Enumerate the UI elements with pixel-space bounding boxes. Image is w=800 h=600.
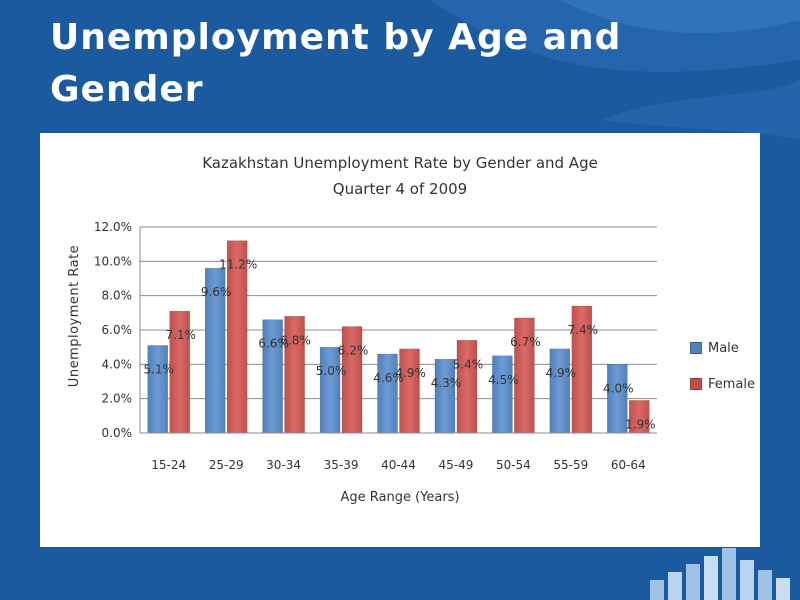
slide-title-line-2: Gender [50,69,204,110]
x-tick-label: 45-49 [439,458,474,472]
legend-label-female: Female [708,376,756,392]
legend: Male Female [690,339,755,411]
chart-title: Kazakhstan Unemployment Rate by Gender a… [202,154,598,172]
y-tick-label: 8.0% [102,289,133,303]
legend-swatch-male [690,342,702,354]
bar-female-40-44 [399,348,420,434]
data-label-male: 4.5% [488,373,519,387]
x-tick-label: 60-64 [611,458,646,472]
data-label-female: 1.9% [625,417,656,431]
bar-male-15-24 [147,345,168,434]
x-tick-label: 35-39 [324,458,359,472]
y-tick-label: 6.0% [102,323,133,337]
data-label-female: 6.2% [338,344,369,358]
legend-item-female: Female [690,375,755,393]
bar-female-35-39 [341,326,363,434]
bar-male-55-59 [549,348,571,434]
data-label-male: 4.3% [431,376,462,390]
y-tick-label: 12.0% [94,220,132,234]
x-tick-label: 25-29 [209,458,244,472]
x-tick-label: 40-44 [381,458,416,472]
legend-swatch-female [690,378,702,390]
slide-title: Unemployment by Age and Gender [50,12,670,116]
bar-chart: 0.0% 2.0% 4.0% 6.0% 8.0% 10.0% 12.0% 5.1% 7.1% 15… [94,220,657,472]
chart-panel: Kazakhstan Unemployment Rate by Gender a… [40,133,760,547]
bar-male-35-39 [319,346,341,434]
y-tick-label: 4.0% [102,357,133,371]
chart-subtitle: Quarter 4 of 2009 [332,180,468,198]
data-label-female: 6.8% [280,333,311,347]
y-tick-label: 2.0% [102,392,133,406]
data-label-male: 9.6% [201,285,232,299]
data-label-male: 5.0% [316,364,347,378]
x-tick-label: 15-24 [151,458,186,472]
y-tick-label: 0.0% [102,426,133,440]
data-label-male: 4.9% [546,366,577,380]
x-tick-label: 30-34 [266,458,301,472]
data-label-female: 4.9% [395,366,426,380]
data-label-female: 5.4% [453,357,484,371]
data-label-male: 6.6% [258,337,289,351]
x-axis-label: Age Range (Years) [340,490,460,505]
slide-title-line-1: Unemployment by Age and [50,17,622,58]
data-label-male: 4.0% [603,381,634,395]
decorative-stairs-graphic [650,548,790,600]
data-label-male: 4.6% [373,371,404,385]
data-label-female: 11.2% [219,258,257,272]
legend-label-male: Male [708,340,739,356]
legend-item-male: Male [690,339,755,357]
data-label-female: 6.7% [510,335,541,349]
x-tick-label: 55-59 [553,458,588,472]
y-tick-label: 10.0% [94,254,132,268]
x-tick-label: 50-54 [496,458,531,472]
data-label-female: 7.1% [165,328,196,342]
data-label-male: 5.1% [143,362,174,376]
bar-male-50-54 [492,355,513,434]
data-label-female: 7.4% [568,323,599,337]
